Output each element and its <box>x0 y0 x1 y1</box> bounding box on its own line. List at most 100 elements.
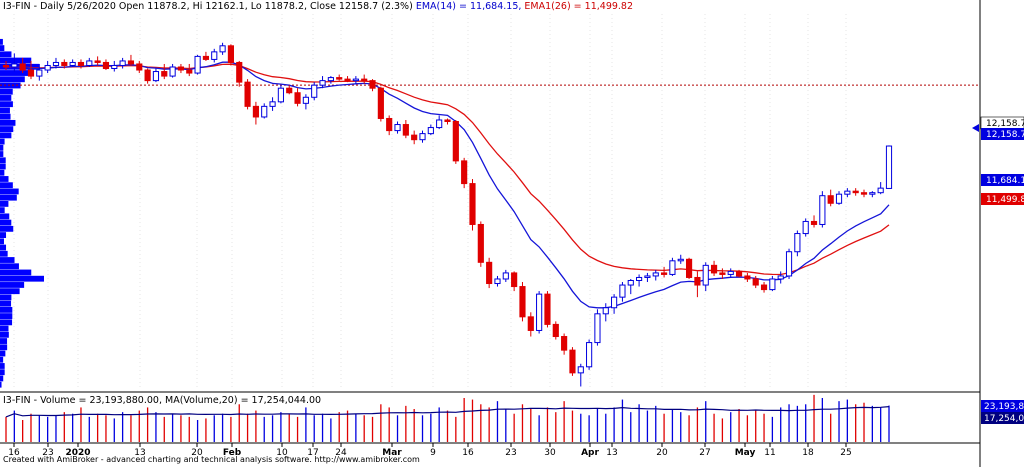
volume-profile-bin <box>0 363 5 369</box>
candle-body <box>286 87 293 94</box>
candle <box>519 282 526 322</box>
volume-profile-bin <box>0 263 19 270</box>
candle-body <box>810 220 818 225</box>
volume-profile-bin <box>0 338 8 344</box>
candle-body <box>544 293 551 325</box>
ema14-legend: EMA(14) = 11,684.15, <box>415 1 522 12</box>
candle-body <box>377 87 384 119</box>
candle-body <box>111 64 118 70</box>
x-tick-label: 23 <box>505 448 516 458</box>
candle <box>461 157 468 189</box>
price-label-ema26-text: 11,499.8 <box>986 195 1024 205</box>
volume-profile-bin <box>0 250 8 257</box>
candle <box>161 63 168 80</box>
candle-body <box>252 105 259 118</box>
candle-body <box>677 258 684 262</box>
candle <box>702 262 709 292</box>
candle <box>319 76 326 89</box>
candle <box>710 260 718 276</box>
volume-profile-bin <box>0 344 8 351</box>
volume-profile-bin <box>0 101 13 108</box>
candle <box>527 312 534 337</box>
volume-profile-bin <box>0 213 10 220</box>
x-tick-label: 13 <box>606 448 617 458</box>
volume-label-ma-text: 17,254,04 <box>984 414 1024 424</box>
candle <box>627 278 634 295</box>
x-tick-label: 23 <box>42 448 53 458</box>
candle <box>136 60 143 74</box>
candle <box>352 76 359 84</box>
x-tick-label: 10 <box>276 448 288 458</box>
volume-profile-bin <box>0 157 6 164</box>
candle <box>469 179 476 231</box>
candle <box>202 51 210 61</box>
volume-profile-bin <box>0 76 25 83</box>
volume-profile-bin <box>0 257 15 263</box>
candle <box>536 291 543 334</box>
volume-profile-bin <box>0 95 12 101</box>
candle-body <box>619 284 626 298</box>
candle <box>277 85 284 104</box>
candle-body <box>852 190 859 194</box>
candle <box>427 124 434 136</box>
candle <box>844 188 851 198</box>
volume-profile-bin <box>0 194 17 201</box>
candle <box>69 59 76 67</box>
candle-body <box>719 272 726 275</box>
volume-ma-legend: MA(Volume,20) = 17,254,044.00 <box>165 395 322 406</box>
x-tick-label: 11 <box>764 448 775 458</box>
candle <box>169 63 176 78</box>
footer-credit: Created with AmiBroker - advanced charti… <box>3 455 420 464</box>
candle <box>611 294 618 314</box>
candle <box>102 59 110 71</box>
candle <box>885 145 893 189</box>
price-label-ema14: 11,684.1 <box>981 174 1024 186</box>
candle-body <box>519 286 526 318</box>
candle-body <box>727 270 734 275</box>
candle-body <box>244 81 251 107</box>
candle <box>652 269 659 281</box>
candle <box>852 188 859 196</box>
candle-body <box>502 272 509 280</box>
candle-body <box>236 61 243 83</box>
volume-profile-bin <box>0 51 12 58</box>
candle <box>486 257 493 289</box>
candle <box>561 333 568 355</box>
x-tick-label: Feb <box>223 448 242 458</box>
candle-body <box>319 80 326 86</box>
candle-body <box>119 60 126 66</box>
candle <box>577 363 584 387</box>
volume-profile-bin <box>0 238 4 245</box>
candle <box>377 86 384 122</box>
volume-label-last-text: 23,193,88 <box>984 402 1024 412</box>
volume-label-last: 23,193,88 <box>981 400 1024 412</box>
candle-body <box>794 233 801 253</box>
volume-profile-bin <box>0 45 5 51</box>
volume-profile-bin <box>0 300 12 307</box>
candle-body <box>277 87 284 103</box>
candle-body <box>86 60 93 66</box>
candle-body <box>102 61 110 70</box>
candle-body <box>702 264 709 286</box>
volume-profile-bin <box>0 331 9 338</box>
candle <box>569 347 576 376</box>
x-tick-label: 18 <box>802 448 814 458</box>
candle-body <box>219 45 226 53</box>
volume-header-prefix: I3-FIN - Volume = 23,193,880.00, <box>3 395 162 406</box>
volume-profile-bin <box>0 219 12 226</box>
volume-profile-bin <box>0 169 5 176</box>
x-tick-label: 25 <box>840 448 851 458</box>
volume-profile-bin <box>0 176 9 182</box>
candle-body <box>227 45 234 63</box>
candle <box>636 274 643 287</box>
volume-profile-bin <box>0 144 4 151</box>
candle <box>602 303 609 322</box>
candle <box>477 221 484 267</box>
candle-body <box>311 84 318 98</box>
x-tick-label: 16 <box>8 448 20 458</box>
candle <box>52 57 60 69</box>
candle <box>261 103 268 119</box>
candle <box>827 189 834 207</box>
candle <box>669 257 676 276</box>
candle <box>27 60 35 80</box>
